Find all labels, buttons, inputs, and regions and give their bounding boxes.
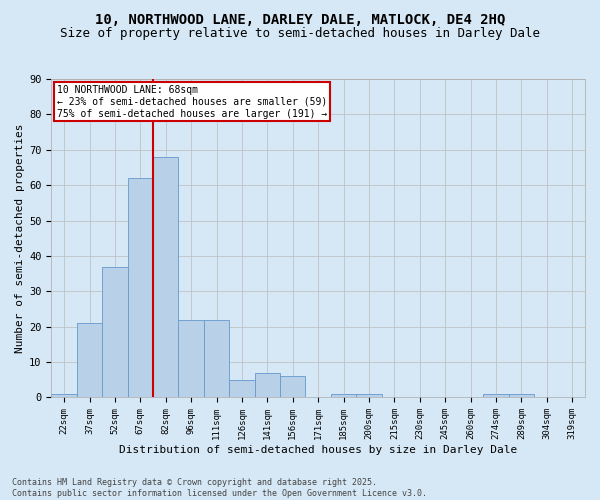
Bar bbox=[509, 394, 534, 398]
Bar bbox=[153, 157, 178, 398]
Bar bbox=[484, 394, 509, 398]
Bar bbox=[229, 380, 254, 398]
X-axis label: Distribution of semi-detached houses by size in Darley Dale: Distribution of semi-detached houses by … bbox=[119, 445, 517, 455]
Bar bbox=[128, 178, 153, 398]
Text: Contains HM Land Registry data © Crown copyright and database right 2025.
Contai: Contains HM Land Registry data © Crown c… bbox=[12, 478, 427, 498]
Bar bbox=[102, 266, 128, 398]
Bar bbox=[178, 320, 204, 398]
Text: Size of property relative to semi-detached houses in Darley Dale: Size of property relative to semi-detach… bbox=[60, 28, 540, 40]
Bar bbox=[331, 394, 356, 398]
Bar bbox=[77, 323, 102, 398]
Bar bbox=[204, 320, 229, 398]
Bar bbox=[254, 372, 280, 398]
Bar bbox=[52, 394, 77, 398]
Y-axis label: Number of semi-detached properties: Number of semi-detached properties bbox=[15, 124, 25, 353]
Text: 10 NORTHWOOD LANE: 68sqm
← 23% of semi-detached houses are smaller (59)
75% of s: 10 NORTHWOOD LANE: 68sqm ← 23% of semi-d… bbox=[57, 86, 327, 118]
Bar bbox=[280, 376, 305, 398]
Bar bbox=[356, 394, 382, 398]
Text: 10, NORTHWOOD LANE, DARLEY DALE, MATLOCK, DE4 2HQ: 10, NORTHWOOD LANE, DARLEY DALE, MATLOCK… bbox=[95, 12, 505, 26]
